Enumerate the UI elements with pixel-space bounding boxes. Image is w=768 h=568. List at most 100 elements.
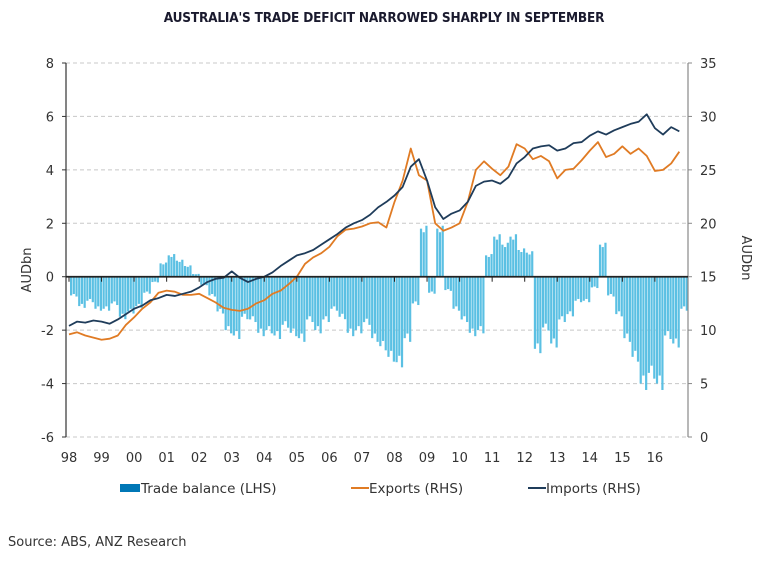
bar-trade-balance <box>666 276 669 332</box>
x-tick-label: 16 <box>647 451 664 466</box>
bar-trade-balance <box>322 276 325 320</box>
bar-trade-balance <box>444 276 447 291</box>
bar-trade-balance <box>183 266 187 277</box>
bar-trade-balance <box>262 276 265 337</box>
bar-trade-balance <box>116 276 119 306</box>
bar-trade-balance <box>249 276 252 320</box>
x-tick-label: 05 <box>289 451 306 466</box>
left-tick-label: 0 <box>46 271 54 286</box>
bar-trade-balance <box>205 276 208 286</box>
bar-trade-balance <box>487 256 490 277</box>
bar-trade-balance <box>221 276 225 314</box>
bar-trade-balance <box>362 276 366 323</box>
bar-trade-balance <box>124 276 127 320</box>
x-tick-label: 06 <box>321 451 338 466</box>
bar-trade-balance <box>674 276 678 339</box>
bar-trade-balance <box>455 276 458 307</box>
bar-trade-balance <box>626 276 629 334</box>
x-tick-label: 03 <box>223 451 240 466</box>
x-tick-label: 98 <box>61 451 78 466</box>
bar-trade-balance <box>639 276 642 384</box>
bar-trade-balance <box>78 276 81 307</box>
bar-trade-balance <box>151 276 154 283</box>
bar-trade-balance <box>368 276 371 325</box>
bar-trade-balance <box>601 247 604 277</box>
bar-trade-balance <box>240 276 244 317</box>
bar-trade-balance <box>289 276 292 333</box>
bar-trade-balance <box>381 276 385 341</box>
bar-trade-balance <box>550 276 553 344</box>
left-tick-label: -4 <box>41 378 54 393</box>
bar-trade-balance <box>99 276 103 311</box>
bar-trade-balance <box>471 276 474 329</box>
bar-trade-balance <box>135 276 138 307</box>
bar-trade-balance <box>278 276 282 340</box>
bar-trade-balance <box>628 276 631 342</box>
bar-trade-balance <box>376 276 379 342</box>
bar-trade-balance <box>102 276 105 309</box>
bar-trade-balance <box>143 276 146 293</box>
bar-trade-balance <box>509 236 512 277</box>
trade-balance-bars <box>70 225 688 390</box>
bar-trade-balance <box>251 276 254 317</box>
bar-trade-balance <box>257 276 260 333</box>
bar-trade-balance <box>560 276 564 317</box>
bar-trade-balance <box>460 276 463 320</box>
bar-trade-balance <box>634 276 637 351</box>
bar-trade-balance <box>677 276 680 348</box>
right-tick-label: 30 <box>700 110 717 125</box>
bar-trade-balance <box>268 276 271 327</box>
bar-trade-balance <box>137 276 141 304</box>
bar-trade-balance <box>490 254 493 277</box>
bar-trade-balance <box>683 276 686 307</box>
bar-trade-balance <box>645 276 648 390</box>
bar-trade-balance <box>425 225 428 277</box>
bar-trade-balance <box>186 266 189 277</box>
bar-trade-balance <box>441 225 444 277</box>
bar-trade-balance <box>479 276 482 327</box>
bar-trade-balance <box>371 276 374 339</box>
bar-trade-balance <box>170 256 173 277</box>
bar-trade-balance <box>582 276 585 301</box>
bar-trade-balance <box>414 276 417 302</box>
right-axis-ticks: 0 5 10 15 20 25 30 35 <box>688 57 717 446</box>
right-tick-label: 15 <box>700 271 717 286</box>
legend-label-exports: Exports (RHS) <box>369 481 463 497</box>
bar-trade-balance <box>145 276 149 292</box>
bar-trade-balance <box>373 276 376 334</box>
bar-trade-balance <box>360 276 363 334</box>
legend-label-imports: Imports (RHS) <box>546 481 641 497</box>
bar-trade-balance <box>623 276 626 339</box>
bar-trade-balance <box>129 276 132 309</box>
axes <box>65 63 689 437</box>
bar-trade-balance <box>354 276 358 331</box>
bar-trade-balance <box>365 276 368 319</box>
bar-trade-balance <box>189 265 192 277</box>
bar-trade-balance <box>330 276 333 309</box>
bar-trade-balance <box>156 276 159 283</box>
bar-trade-balance <box>685 276 688 311</box>
bar-trade-balance <box>70 276 73 296</box>
bar-trade-balance <box>202 276 206 285</box>
bar-trade-balance <box>593 276 596 287</box>
x-tick-label: 00 <box>126 451 143 466</box>
bar-trade-balance <box>126 276 130 312</box>
x-tick-label: 02 <box>191 451 208 466</box>
bar-trade-balance <box>319 276 322 334</box>
bar-trade-balance <box>466 276 469 323</box>
bar-trade-balance <box>447 276 450 290</box>
bar-trade-balance <box>352 276 355 337</box>
bar-trade-balance <box>430 276 433 292</box>
bar-trade-balance <box>238 276 241 340</box>
bar-trade-balance <box>528 254 531 277</box>
bar-trade-balance <box>113 276 116 302</box>
bar-trade-balance <box>284 276 287 322</box>
left-tick-label: 4 <box>46 164 54 179</box>
x-tick-label: 14 <box>582 451 599 466</box>
right-tick-label: 0 <box>700 431 708 446</box>
bar-trade-balance <box>438 232 442 277</box>
bar-trade-balance <box>411 276 414 304</box>
bar-trade-balance <box>552 276 556 339</box>
right-tick-label: 5 <box>700 378 708 393</box>
bar-trade-balance <box>335 276 339 311</box>
